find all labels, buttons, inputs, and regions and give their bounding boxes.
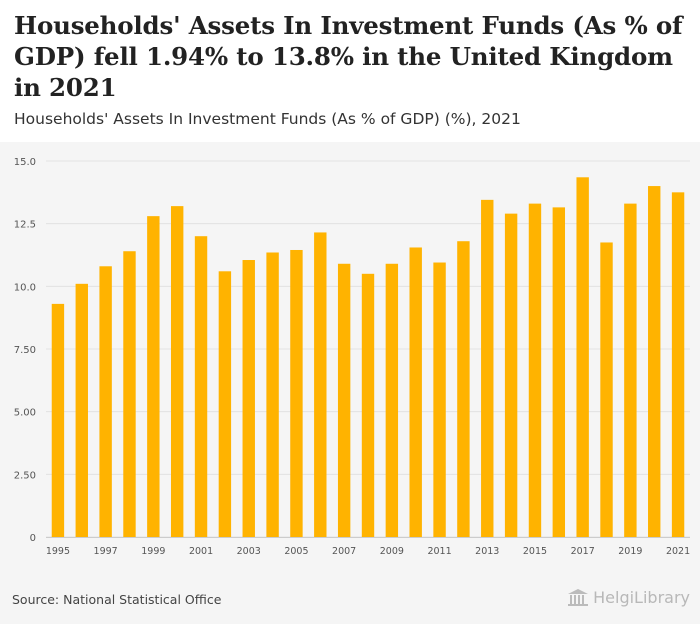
bar-1997[interactable] — [99, 266, 112, 537]
x-tick-label: 1999 — [141, 546, 165, 557]
chart-header: Households' Assets In Investment Funds (… — [0, 0, 700, 142]
x-tick-label: 2011 — [427, 546, 451, 557]
bar-2002[interactable] — [218, 271, 232, 537]
chart-area: 0 2.50 5.00 7.50 10.0 12.5 15.0 1995 1997 1999 200… — [0, 142, 700, 572]
bar-2012[interactable] — [457, 241, 470, 538]
x-tick-label: 2015 — [523, 546, 547, 557]
x-tick-label: 2005 — [284, 546, 308, 557]
bar-1998[interactable] — [123, 251, 136, 537]
bar-2006[interactable] — [314, 232, 327, 537]
y-tick-label: 5.00 — [14, 408, 36, 419]
y-tick-label: 7.50 — [14, 345, 36, 356]
bar-2013[interactable] — [481, 199, 494, 537]
bar-2010[interactable] — [409, 247, 422, 537]
bar-1995[interactable] — [51, 303, 65, 537]
bar-2001[interactable] — [194, 236, 208, 537]
brand-name: HelgiLibrary — [593, 588, 690, 607]
x-tick-label: 2013 — [475, 546, 499, 557]
y-tick-label: 15.0 — [14, 157, 36, 168]
bar-2011[interactable] — [433, 262, 446, 537]
bar-1996[interactable] — [75, 283, 88, 537]
x-tick-label: 2021 — [666, 546, 690, 557]
chart-footer: Source: National Statistical Office Helg… — [0, 572, 700, 624]
y-tick-label: 10.0 — [14, 282, 36, 293]
chart-subtitle: Households' Assets In Investment Funds (… — [14, 110, 521, 128]
library-building-icon — [567, 588, 589, 607]
bar-2021[interactable] — [671, 192, 685, 538]
bar-2008[interactable] — [361, 273, 375, 537]
x-tick-label: 2017 — [571, 546, 595, 557]
x-tick-label: 1995 — [46, 546, 70, 557]
bar-2007[interactable] — [337, 263, 351, 537]
bar-2009[interactable] — [385, 263, 399, 537]
bar-2005[interactable] — [290, 249, 303, 537]
bar-2015[interactable] — [528, 203, 542, 537]
x-tick-label: 2001 — [189, 546, 213, 557]
y-tick-label: 12.5 — [14, 220, 36, 231]
bar-2018[interactable] — [600, 242, 613, 537]
bar-2014[interactable] — [504, 213, 518, 537]
bar-2016[interactable] — [552, 207, 566, 537]
bar-2017[interactable] — [576, 177, 589, 537]
bar-2003[interactable] — [242, 260, 255, 537]
bar-2019[interactable] — [624, 203, 637, 537]
y-tick-label: 2.50 — [14, 470, 36, 481]
x-tick-label: 2019 — [618, 546, 642, 557]
bar-chart: 0 2.50 5.00 7.50 10.0 12.5 15.0 1995 1997 1999 200… — [14, 157, 690, 557]
x-tick-label: 1997 — [94, 546, 118, 557]
y-tick-label: 0 — [30, 533, 36, 544]
chart-title: Households' Assets In Investment Funds (… — [14, 11, 683, 102]
source-note: Source: National Statistical Office — [12, 592, 222, 607]
bar-2004[interactable] — [266, 252, 279, 537]
x-tick-label: 2003 — [237, 546, 261, 557]
bar-1999[interactable] — [147, 216, 160, 537]
bar-2000[interactable] — [170, 206, 184, 537]
x-tick-label: 2009 — [380, 546, 404, 557]
x-tick-label: 2007 — [332, 546, 356, 557]
bar-2020[interactable] — [648, 186, 661, 538]
brand-logo[interactable]: HelgiLibrary — [567, 588, 690, 607]
